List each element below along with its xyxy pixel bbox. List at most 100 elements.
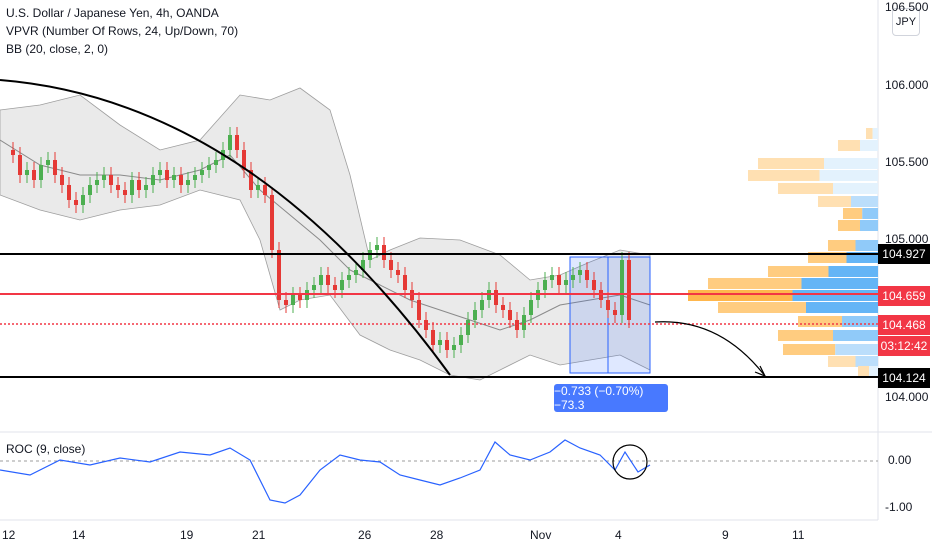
- price-tick-106500: 106.500: [885, 0, 929, 14]
- candle-body: [25, 170, 29, 175]
- roc-line: [0, 439, 651, 504]
- candle-body: [242, 150, 246, 170]
- candle-body: [53, 160, 57, 175]
- vpvr-bar-up: [828, 240, 856, 251]
- candle-body: [319, 275, 323, 285]
- vpvr-bar-down: [869, 366, 878, 377]
- bb-indicator-label[interactable]: BB (20, close, 2, 0): [6, 42, 109, 56]
- candle-body: [550, 275, 554, 280]
- vpvr-bar-up: [768, 266, 829, 277]
- candle-body: [627, 260, 631, 320]
- measure-tooltip: −0.733 (−0.70%) −73.3: [554, 384, 668, 412]
- candle-body: [571, 275, 575, 280]
- vpvr-bar-up: [843, 208, 863, 219]
- candle-body: [32, 170, 36, 180]
- time-label-26: 26: [358, 528, 372, 542]
- vpvr-bar-up: [798, 316, 842, 327]
- time-label-9: 9: [722, 528, 729, 542]
- vpvr-bar-up: [838, 140, 860, 151]
- roc-tick-zero: 0.00: [888, 453, 912, 467]
- candle-body: [326, 275, 330, 285]
- vpvr-bar-down: [824, 158, 878, 169]
- candle-body: [312, 285, 316, 290]
- candle-body: [361, 260, 365, 270]
- symbol-title[interactable]: U.S. Dollar / Japanese Yen, 4h, OANDA: [6, 6, 219, 20]
- projection-arrowhead: [754, 365, 767, 378]
- candle-body: [431, 330, 435, 345]
- vpvr-bar-down: [872, 128, 878, 139]
- candle-body: [165, 170, 169, 180]
- price-tag-resistance: 104.927: [878, 244, 930, 264]
- candle-body: [347, 275, 351, 280]
- candle-body: [60, 175, 64, 185]
- candle-body: [403, 275, 407, 290]
- candle-body: [515, 320, 519, 330]
- candle-body: [557, 275, 561, 285]
- time-label-nov: Nov: [530, 528, 552, 542]
- vpvr-bar-up: [688, 290, 793, 301]
- time-label-4: 4: [615, 528, 622, 542]
- vpvr-bar-up: [838, 220, 860, 231]
- vpvr-bar-down: [833, 330, 878, 341]
- candle-body: [172, 175, 176, 180]
- candle-body: [494, 290, 498, 305]
- price-tag-red-line: 104.659: [878, 286, 930, 306]
- currency-badge[interactable]: JPY: [892, 8, 920, 36]
- candle-body: [417, 300, 421, 320]
- candle-body: [263, 185, 267, 195]
- candle-body: [67, 185, 71, 200]
- vpvr-bar-up: [708, 278, 802, 289]
- vpvr-bar-up: [858, 366, 869, 377]
- time-label-19: 19: [180, 528, 194, 542]
- bollinger-band-fill: [0, 87, 651, 381]
- vpvr-bar-up: [718, 302, 806, 313]
- candle-body: [207, 165, 211, 170]
- vpvr-bar-up: [748, 170, 820, 181]
- candle-body: [116, 185, 120, 190]
- candle-body: [459, 335, 463, 345]
- vpvr-bar-up: [783, 344, 836, 355]
- price-tick-105000: 105.000: [885, 232, 929, 246]
- vpvr-bar-up: [818, 196, 851, 207]
- candle-body: [249, 170, 253, 190]
- candle-body: [424, 320, 428, 330]
- vpvr-bar-down: [842, 316, 878, 327]
- candle-body: [102, 175, 106, 180]
- roc-legend: ROC (9, close): [6, 440, 85, 458]
- price-tick-105500: 105.500: [885, 155, 929, 169]
- candle-body: [144, 185, 148, 190]
- vpvr-bar-down: [851, 196, 878, 207]
- candle-body: [333, 285, 337, 290]
- candle-body: [389, 260, 393, 270]
- vpvr-bar-up: [778, 330, 833, 341]
- candle-body: [214, 160, 218, 165]
- candle-body: [375, 245, 379, 250]
- candle-body: [95, 180, 99, 185]
- measure-box: [569, 256, 651, 374]
- vpvr-bar-up: [808, 252, 847, 263]
- vpvr-bar-down: [855, 240, 878, 251]
- time-label-11: 11: [792, 528, 805, 542]
- vpvr-bar-down: [819, 170, 878, 181]
- bollinger-middle-line: [0, 139, 651, 331]
- vpvr-bar-down: [860, 220, 878, 231]
- vpvr-bar-down: [833, 183, 878, 194]
- candle-body: [354, 270, 358, 275]
- vpvr-indicator-label[interactable]: VPVR (Number Of Rows, 24, Up/Down, 70): [6, 24, 239, 38]
- vpvr-bar-up: [758, 158, 824, 169]
- candle-body: [46, 160, 50, 165]
- candle-body: [473, 310, 477, 320]
- candle-body: [137, 180, 141, 190]
- candle-body: [158, 170, 162, 175]
- time-label-21: 21: [252, 528, 266, 542]
- roc-indicator-label[interactable]: ROC (9, close): [6, 442, 86, 456]
- candle-body: [284, 300, 288, 305]
- vpvr-bar-down: [860, 140, 878, 151]
- candle-body: [613, 310, 617, 315]
- candle-body: [235, 135, 239, 150]
- price-tick-106000: 106.000: [885, 78, 929, 92]
- candle-body: [585, 270, 589, 280]
- roc-tick-minus-one: -1.00: [885, 500, 913, 514]
